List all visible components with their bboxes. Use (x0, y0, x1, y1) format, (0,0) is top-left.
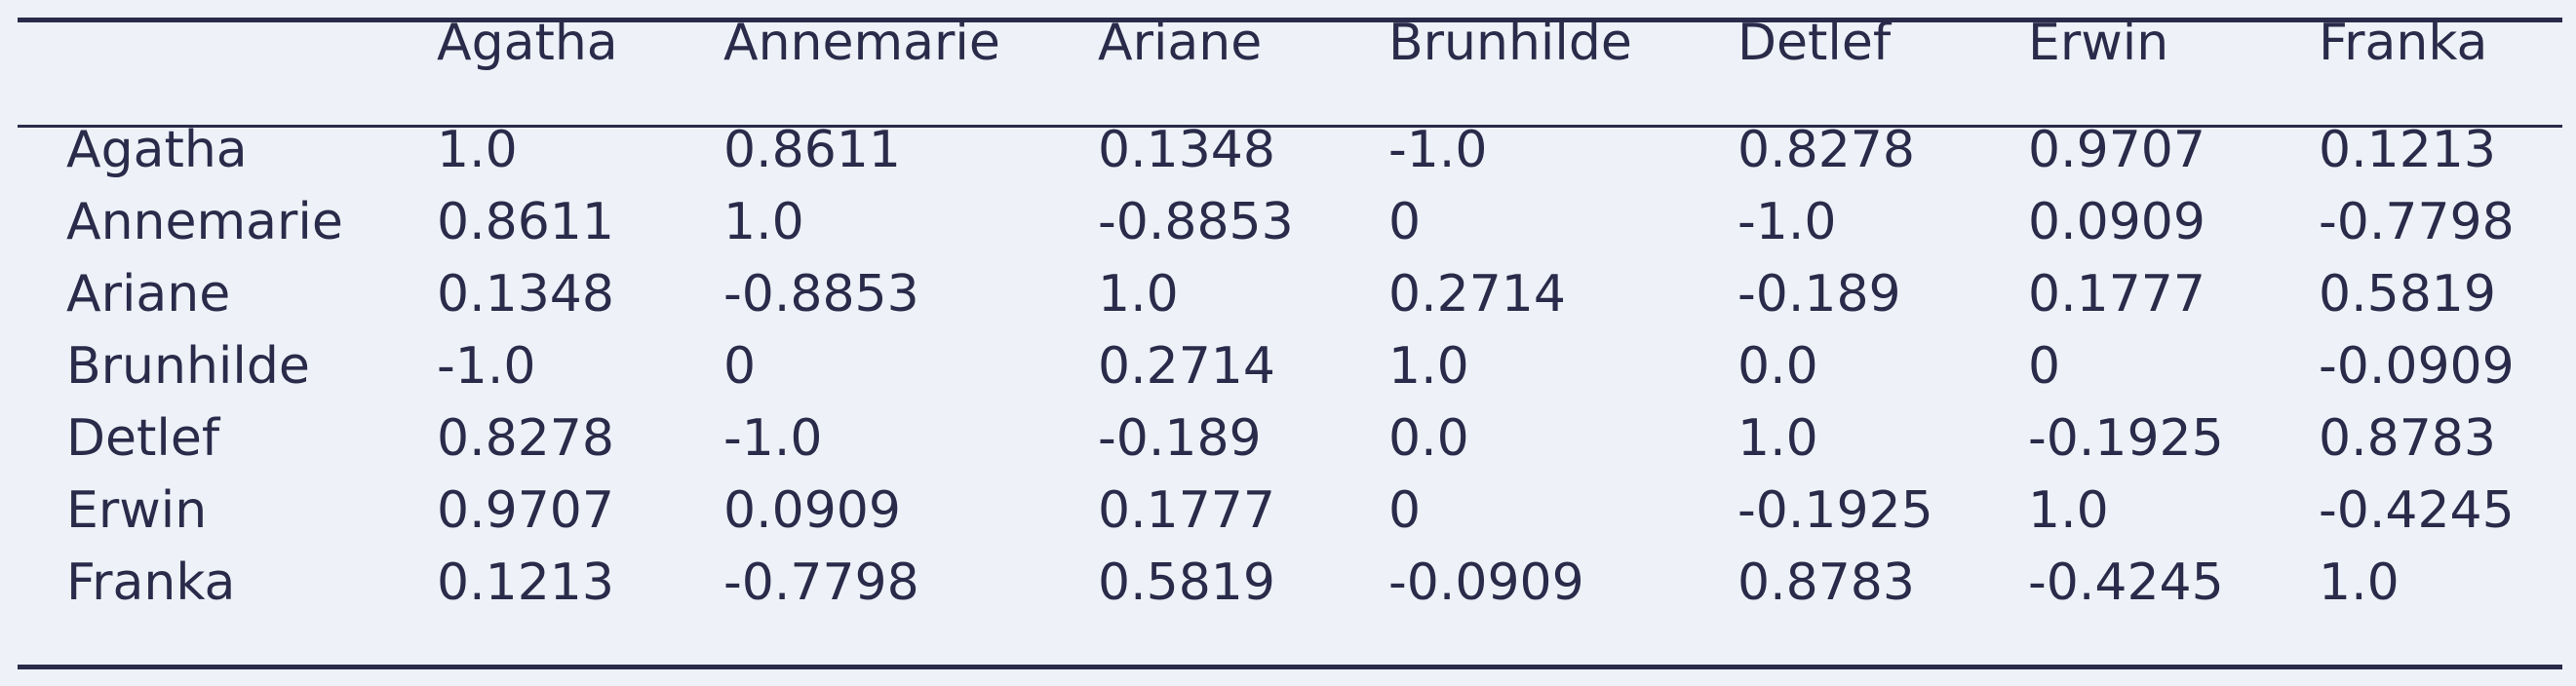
table-cell: 0.1213 (437, 553, 614, 612)
column-header: Erwin (2028, 14, 2169, 72)
column-header: Franka (2319, 14, 2488, 72)
table-cell: 0 (723, 337, 757, 396)
table-cell: 0.2714 (1098, 337, 1275, 396)
table-cell: -0.0909 (1388, 553, 1584, 612)
column-header: Brunhilde (1388, 14, 1632, 72)
table-cell: 0.9707 (437, 481, 614, 540)
column-header: Annemarie (723, 14, 1000, 72)
table-cell: 0.1348 (1098, 121, 1275, 179)
table-cell: 0.0 (1737, 337, 1818, 396)
table-cell: -0.0909 (2319, 337, 2515, 396)
table-cell: 0.1348 (437, 265, 614, 324)
table-cell: -0.7798 (723, 553, 919, 612)
table-cell: 0.9707 (2028, 121, 2205, 179)
table-cell: 1.0 (2028, 481, 2109, 540)
table-cell: 0.2714 (1388, 265, 1566, 324)
row-label: Erwin (66, 481, 208, 540)
table-header-rule (18, 125, 2562, 128)
table-cell: -0.4245 (2028, 553, 2224, 612)
table-cell: 0.0909 (2028, 193, 2205, 251)
table-cell: 1.0 (1098, 265, 1179, 324)
table-cell: 0.1777 (1098, 481, 1275, 540)
table-cell: 0.0 (1388, 409, 1469, 468)
table-cell: -1.0 (1388, 121, 1488, 179)
row-label: Annemarie (66, 193, 343, 251)
table-cell: 0.1777 (2028, 265, 2205, 324)
table-cell: 0 (1388, 481, 1422, 540)
table-cell: 0.8611 (723, 121, 901, 179)
table-cell: 0.0909 (723, 481, 901, 540)
table-cell: -0.8853 (723, 265, 919, 324)
table-cell: -1.0 (437, 337, 536, 396)
table-cell: 1.0 (1737, 409, 1818, 468)
table-cell: -0.189 (1098, 409, 1262, 468)
row-label: Detlef (66, 409, 220, 468)
table-cell: -0.8853 (1098, 193, 1294, 251)
table-cell: 0.1213 (2319, 121, 2496, 179)
row-label: Ariane (66, 265, 231, 324)
table-cell: 0.5819 (1098, 553, 1275, 612)
table-cell: 1.0 (723, 193, 804, 251)
table-cell: -0.7798 (2319, 193, 2515, 251)
row-label: Brunhilde (66, 337, 310, 396)
table-cell: -0.4245 (2319, 481, 2515, 540)
table-cell: 0.8783 (2319, 409, 2496, 468)
table-cell: 1.0 (437, 121, 518, 179)
table-cell: 0.8783 (1737, 553, 1915, 612)
table-cell: -0.1925 (2028, 409, 2224, 468)
table-cell: 1.0 (1388, 337, 1469, 396)
table-cell: 0 (1388, 193, 1422, 251)
table-cell: 0.5819 (2319, 265, 2496, 324)
row-label: Franka (66, 553, 236, 612)
column-header: Detlef (1737, 14, 1892, 72)
table-cell: -0.189 (1737, 265, 1901, 324)
table-cell: -0.1925 (1737, 481, 1933, 540)
table-top-rule (18, 18, 2562, 22)
column-header: Agatha (437, 14, 618, 72)
table-cell: 1.0 (2319, 553, 2400, 612)
row-label: Agatha (66, 121, 248, 179)
table-cell: 0.8278 (1737, 121, 1915, 179)
table-cell: -1.0 (723, 409, 823, 468)
table-cell: 0.8611 (437, 193, 614, 251)
table-cell: 0 (2028, 337, 2061, 396)
column-header: Ariane (1098, 14, 1263, 72)
table-bottom-rule (18, 665, 2562, 669)
table-cell: -1.0 (1737, 193, 1837, 251)
table-cell: 0.8278 (437, 409, 614, 468)
